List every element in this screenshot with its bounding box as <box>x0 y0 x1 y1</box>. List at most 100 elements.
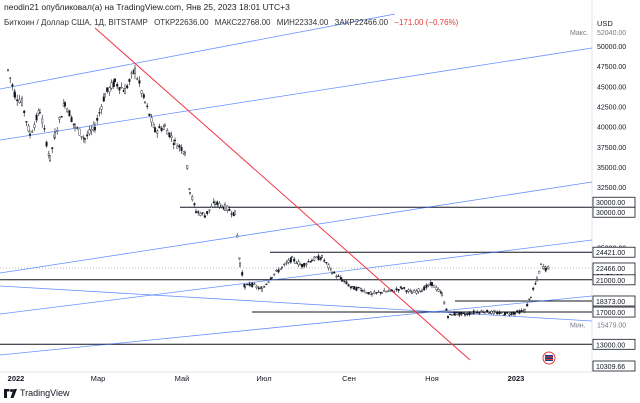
candle <box>307 259 310 263</box>
price-axis[interactable]: USD Макс. 52040.00 50000.00 47500.00 45000.00… <box>570 19 636 372</box>
channel-line[interactable] <box>0 47 593 141</box>
candle <box>435 285 438 292</box>
candle <box>423 285 426 291</box>
candle <box>437 287 440 292</box>
candle <box>218 201 221 210</box>
candle <box>470 311 473 315</box>
candle <box>173 137 176 146</box>
downtrend-line[interactable] <box>94 27 471 361</box>
candle <box>123 83 126 94</box>
us-flag-event-icon[interactable] <box>542 351 556 365</box>
candle <box>454 314 457 317</box>
candle <box>251 282 254 288</box>
candle <box>285 260 288 266</box>
svg-text:21000.00: 21000.00 <box>596 278 625 285</box>
price-tick-label: 42500.00 <box>597 104 626 111</box>
candle <box>359 287 362 292</box>
time-axis-label: 2023 <box>508 374 525 383</box>
candle <box>120 82 123 89</box>
channel-line[interactable] <box>0 13 396 90</box>
horizontal-levels <box>0 206 592 345</box>
candle <box>73 123 76 132</box>
price-box-label[interactable]: 17000.00 <box>592 306 636 318</box>
candle <box>93 122 96 133</box>
candle <box>92 121 95 132</box>
candle <box>526 302 529 307</box>
candle <box>514 311 517 316</box>
candle <box>506 311 509 314</box>
footer-brand[interactable]: TradingView <box>4 388 70 398</box>
candle <box>206 211 209 216</box>
candle <box>405 289 408 294</box>
price-box-label[interactable]: 30000.00 <box>592 206 636 218</box>
time-axis[interactable]: 2022 Мар Май Июл Сен Ноя 2023 <box>0 371 592 383</box>
candle <box>421 288 424 292</box>
price-box-label[interactable]: 18373.00 <box>592 295 636 307</box>
candle <box>112 78 115 89</box>
candle <box>341 277 344 282</box>
candle <box>188 188 191 191</box>
symbol-legend: Биткоин / Доллар США, 1Д, BITSTAMP ОТКР2… <box>4 18 462 27</box>
candle <box>31 129 34 133</box>
candle <box>391 289 394 293</box>
candle <box>25 121 28 126</box>
svg-text:30000.00: 30000.00 <box>596 200 625 207</box>
time-axis-label: Сен <box>342 374 356 383</box>
candle <box>538 270 541 274</box>
max-value: 52040.00 <box>597 30 626 37</box>
candle <box>317 253 320 261</box>
publisher-line: neodin21 опубликовал(а) на TradingView.c… <box>4 2 290 12</box>
price-box-label[interactable]: 10309.66 <box>592 360 636 372</box>
ohlc-close: ЗАКР22466.00 <box>334 18 389 27</box>
candle <box>478 311 481 316</box>
candle <box>494 309 497 313</box>
candle <box>21 95 24 107</box>
symbol-name[interactable]: Биткоин / Доллар США, 1Д, BITSTAMP <box>4 18 148 27</box>
price-box-label[interactable]: 30000.00 <box>592 196 636 208</box>
candle <box>355 286 358 292</box>
candle <box>530 296 533 299</box>
candle <box>98 107 101 117</box>
candle <box>110 79 113 91</box>
candle <box>199 211 202 217</box>
price-box-label[interactable]: 21000.00 <box>592 274 636 286</box>
candle <box>230 211 233 218</box>
candle <box>337 274 340 277</box>
candle <box>401 287 404 290</box>
candle <box>397 289 400 293</box>
candle <box>33 121 36 131</box>
candle <box>213 200 216 207</box>
candle <box>361 288 364 293</box>
candle <box>331 270 334 275</box>
candle <box>291 255 294 258</box>
channel-line[interactable] <box>0 239 593 315</box>
time-axis-label: 2022 <box>8 374 25 383</box>
candle <box>443 300 446 305</box>
time-axis-label: Июл <box>256 374 271 383</box>
max-label: Макс. <box>570 30 588 37</box>
channel-line[interactable] <box>0 181 593 274</box>
candle <box>297 259 300 268</box>
candle <box>395 286 398 292</box>
candle <box>451 314 454 316</box>
candle <box>383 287 386 292</box>
candle <box>116 81 119 90</box>
candle <box>309 260 312 263</box>
candle <box>323 258 326 263</box>
candle <box>520 308 523 312</box>
candle <box>343 280 346 284</box>
candle <box>63 101 66 109</box>
candle <box>534 281 537 286</box>
price-box-label[interactable]: 24421.00 <box>592 246 636 258</box>
candle <box>133 64 136 80</box>
channel-line[interactable] <box>0 295 593 356</box>
candle <box>363 288 366 293</box>
channel-line[interactable] <box>0 285 593 322</box>
candle <box>29 130 32 139</box>
candle <box>58 116 61 124</box>
candle <box>333 271 336 274</box>
candle <box>271 276 274 280</box>
price-box-label[interactable]: 13000.00 <box>592 338 636 350</box>
candle <box>82 135 85 143</box>
